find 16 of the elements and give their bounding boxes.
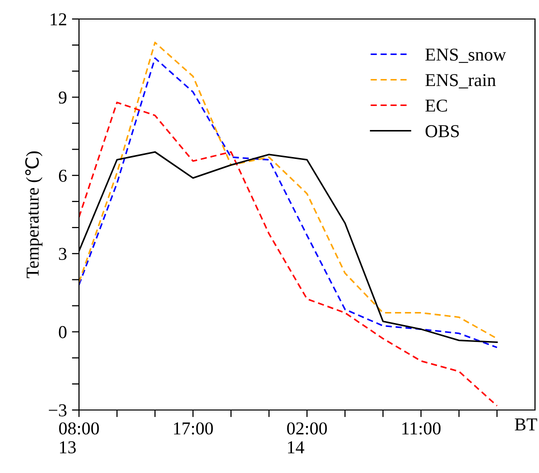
x-tick-label: 08:00 13 (59, 422, 99, 454)
y-tick-label: 9 (58, 92, 66, 104)
y-tick-label: 12 (50, 13, 66, 26)
y-tick-label: −3 (48, 404, 66, 416)
x-axis-title: BT (514, 418, 538, 430)
y-tick-label: 0 (58, 326, 67, 338)
legend-label: OBS (426, 125, 459, 138)
x-tick-label: 11:00 (402, 422, 441, 435)
legend-label: EC (425, 100, 447, 112)
legend-label: ENS_snow (425, 48, 506, 63)
y-tick-label: 3 (59, 248, 66, 260)
y-axis-title: Temperature (℃) (25, 151, 42, 278)
legend-label: ENS_rain (425, 74, 496, 88)
x-tick-label: 02:00 14 (287, 422, 327, 454)
x-tick-label: 17:00 (174, 422, 213, 435)
y-tick-label: 6 (58, 170, 67, 182)
